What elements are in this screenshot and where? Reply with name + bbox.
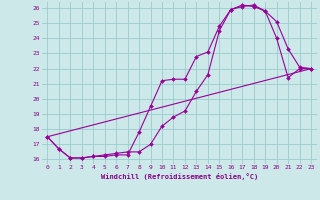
X-axis label: Windchill (Refroidissement éolien,°C): Windchill (Refroidissement éolien,°C)	[100, 173, 258, 180]
